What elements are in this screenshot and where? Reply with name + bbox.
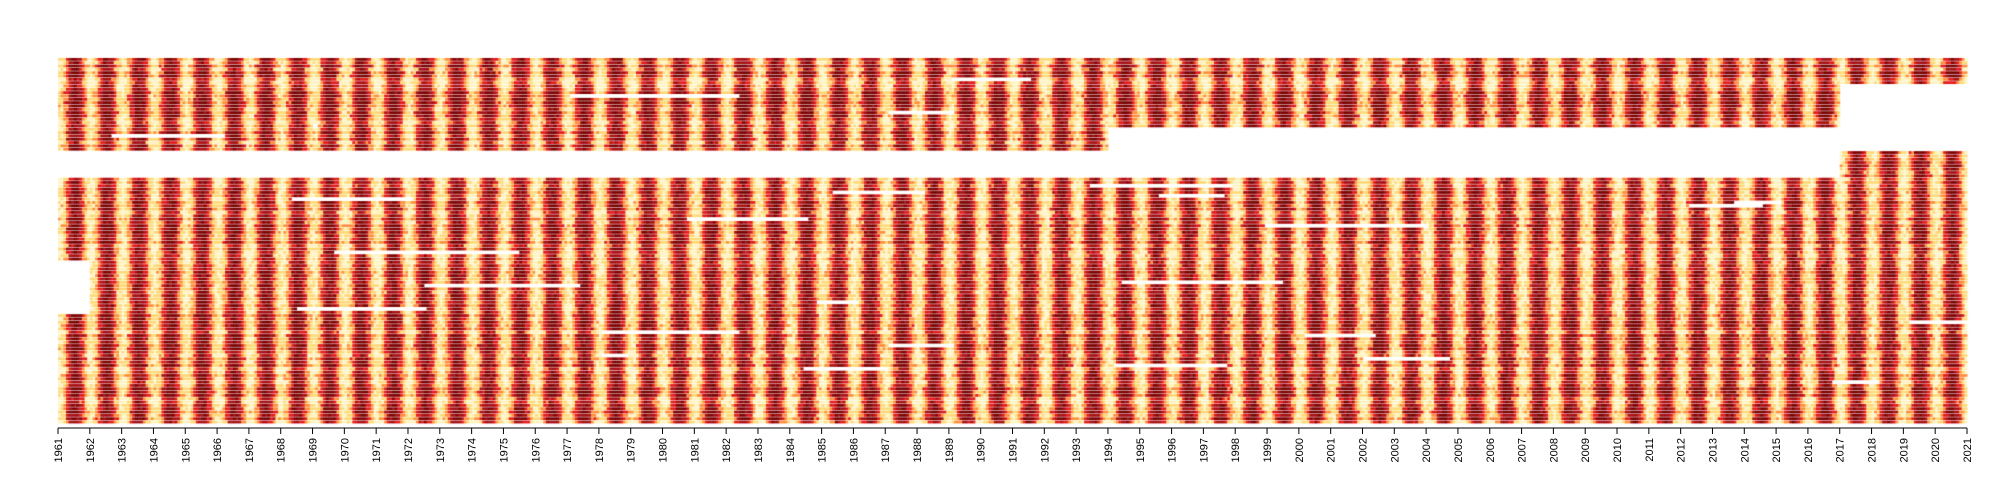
x-tick-labels: 1961 1962 1963 1964 1965 1966 1967 1968 1969 1970… bbox=[53, 438, 1974, 462]
x-tick-label-1977: 1977 bbox=[562, 438, 574, 462]
x-tick-label-1980: 1980 bbox=[658, 438, 670, 462]
x-tick-label-1969: 1969 bbox=[308, 438, 320, 462]
x-tick-label-2015: 2015 bbox=[1771, 438, 1783, 462]
x-tick-label-1994: 1994 bbox=[1103, 438, 1115, 462]
x-tick-label-2007: 2007 bbox=[1517, 438, 1529, 462]
x-tick-label-2016: 2016 bbox=[1803, 438, 1815, 462]
x-tick-label-2021: 2021 bbox=[1962, 438, 1974, 462]
x-tick-label-2004: 2004 bbox=[1421, 438, 1433, 462]
x-tick-label-1995: 1995 bbox=[1135, 438, 1147, 462]
x-tick-label-2018: 2018 bbox=[1867, 438, 1879, 462]
x-tick-label-1974: 1974 bbox=[467, 438, 479, 462]
x-ticks-group bbox=[57, 428, 1968, 434]
x-tick-label-2012: 2012 bbox=[1676, 438, 1688, 462]
x-tick-label-1988: 1988 bbox=[912, 438, 924, 462]
x-tick-label-1993: 1993 bbox=[1071, 438, 1083, 462]
x-tick-label-1962: 1962 bbox=[85, 438, 97, 462]
x-tick-label-1961: 1961 bbox=[53, 438, 65, 462]
x-tick-label-1966: 1966 bbox=[212, 438, 224, 462]
x-tick-label-2020: 2020 bbox=[1930, 438, 1942, 462]
x-tick-label-1968: 1968 bbox=[276, 438, 288, 462]
x-tick-label-1990: 1990 bbox=[976, 438, 988, 462]
x-tick-label-1978: 1978 bbox=[594, 438, 606, 462]
x-tick-label-1972: 1972 bbox=[403, 438, 415, 462]
x-tick-label-1981: 1981 bbox=[689, 438, 701, 462]
x-tick-label-2019: 2019 bbox=[1898, 438, 1910, 462]
x-tick-label-1998: 1998 bbox=[1230, 438, 1242, 462]
x-tick-label-2017: 2017 bbox=[1835, 438, 1847, 462]
x-tick-label-1996: 1996 bbox=[1167, 438, 1179, 462]
x-tick-label-2005: 2005 bbox=[1453, 438, 1465, 462]
x-tick-label-2008: 2008 bbox=[1548, 438, 1560, 462]
x-tick-label-1963: 1963 bbox=[117, 438, 129, 462]
x-tick-label-1999: 1999 bbox=[1262, 438, 1274, 462]
x-tick-label-2010: 2010 bbox=[1612, 438, 1624, 462]
x-tick-label-1983: 1983 bbox=[753, 438, 765, 462]
x-tick-label-2013: 2013 bbox=[1707, 438, 1719, 462]
x-tick-label-2002: 2002 bbox=[1357, 438, 1369, 462]
x-tick-label-2000: 2000 bbox=[1294, 438, 1306, 462]
x-tick-label-1986: 1986 bbox=[848, 438, 860, 462]
x-tick-label-1997: 1997 bbox=[1198, 438, 1210, 462]
x-tick-label-1970: 1970 bbox=[339, 438, 351, 462]
x-tick-label-2006: 2006 bbox=[1485, 438, 1497, 462]
x-tick-label-1984: 1984 bbox=[785, 438, 797, 462]
x-tick-label-2001: 2001 bbox=[1326, 438, 1338, 462]
x-tick-label-1985: 1985 bbox=[817, 438, 829, 462]
x-tick-label-1987: 1987 bbox=[880, 438, 892, 462]
x-tick-label-1973: 1973 bbox=[435, 438, 447, 462]
x-tick-label-1979: 1979 bbox=[626, 438, 638, 462]
x-tick-label-1976: 1976 bbox=[530, 438, 542, 462]
x-tick-label-1965: 1965 bbox=[180, 438, 192, 462]
x-tick-label-1967: 1967 bbox=[244, 438, 256, 462]
x-tick-label-1975: 1975 bbox=[498, 438, 510, 462]
x-tick-label-1989: 1989 bbox=[944, 438, 956, 462]
x-tick-label-1964: 1964 bbox=[148, 438, 160, 462]
x-tick-label-1982: 1982 bbox=[721, 438, 733, 462]
x-tick-label-2014: 2014 bbox=[1739, 438, 1751, 462]
x-tick-label-1991: 1991 bbox=[1008, 438, 1020, 462]
x-tick-label-1971: 1971 bbox=[371, 438, 383, 462]
x-tick-label-1992: 1992 bbox=[1039, 438, 1051, 462]
x-tick-label-2003: 2003 bbox=[1389, 438, 1401, 462]
x-tick-label-2009: 2009 bbox=[1580, 438, 1592, 462]
x-tick-label-2011: 2011 bbox=[1644, 438, 1656, 462]
